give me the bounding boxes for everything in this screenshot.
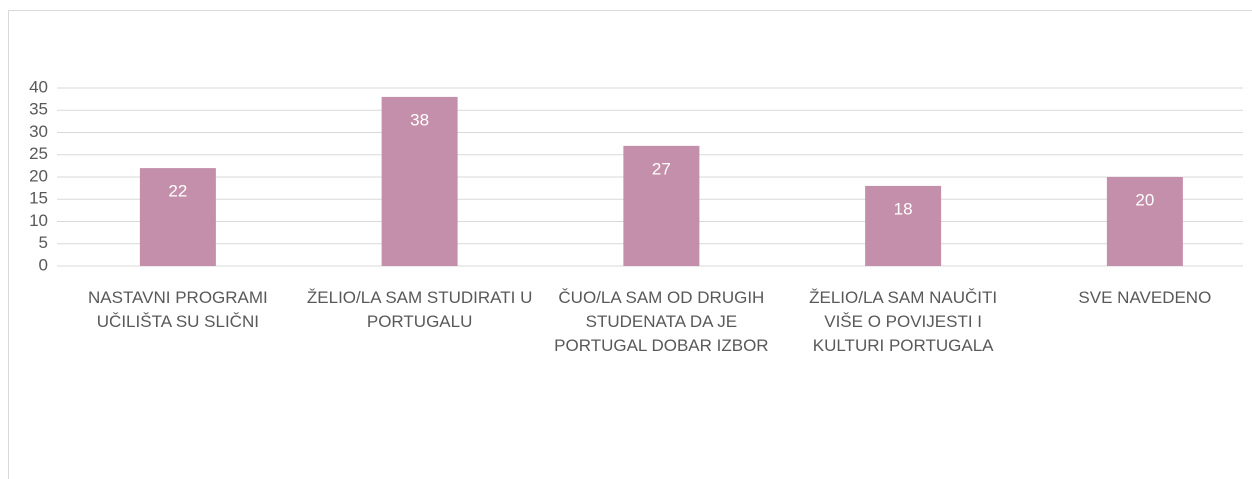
y-tick-label: 5	[39, 233, 48, 252]
y-tick-label: 30	[29, 122, 48, 141]
y-tick-label: 40	[29, 77, 48, 96]
data-label: 22	[168, 182, 187, 201]
y-tick-label: 20	[29, 166, 48, 185]
data-label: 18	[894, 199, 913, 218]
y-tick-label: 10	[29, 211, 48, 230]
x-tick-label: ŽELIO/LA SAM NAUČITI VIŠE O POVIJESTI I …	[809, 288, 998, 355]
x-tick-label: SVE NAVEDENO	[1078, 288, 1212, 307]
bar	[623, 145, 700, 266]
data-label: 27	[652, 159, 671, 178]
bar	[381, 96, 458, 267]
data-label: 38	[410, 110, 429, 129]
y-tick-label: 25	[29, 144, 48, 163]
bar	[139, 168, 216, 266]
data-label: 20	[1135, 190, 1154, 209]
x-tick-label: NASTAVNI PROGRAMI UČILIŠTA SU SLIČNI	[87, 288, 268, 331]
y-tick-label: 15	[29, 189, 48, 208]
y-tick-label: 0	[39, 255, 48, 274]
x-tick-label: ŽELIO/LA SAM STUDIRATI U PORTUGALU	[306, 288, 533, 331]
chart-border	[8, 10, 1252, 479]
bar	[1106, 177, 1183, 266]
bar	[865, 185, 942, 266]
y-tick-label: 35	[29, 100, 48, 119]
x-tick-label: ČUO/LA SAM OD DRUGIH STUDENATA DA JE POR…	[554, 288, 769, 355]
